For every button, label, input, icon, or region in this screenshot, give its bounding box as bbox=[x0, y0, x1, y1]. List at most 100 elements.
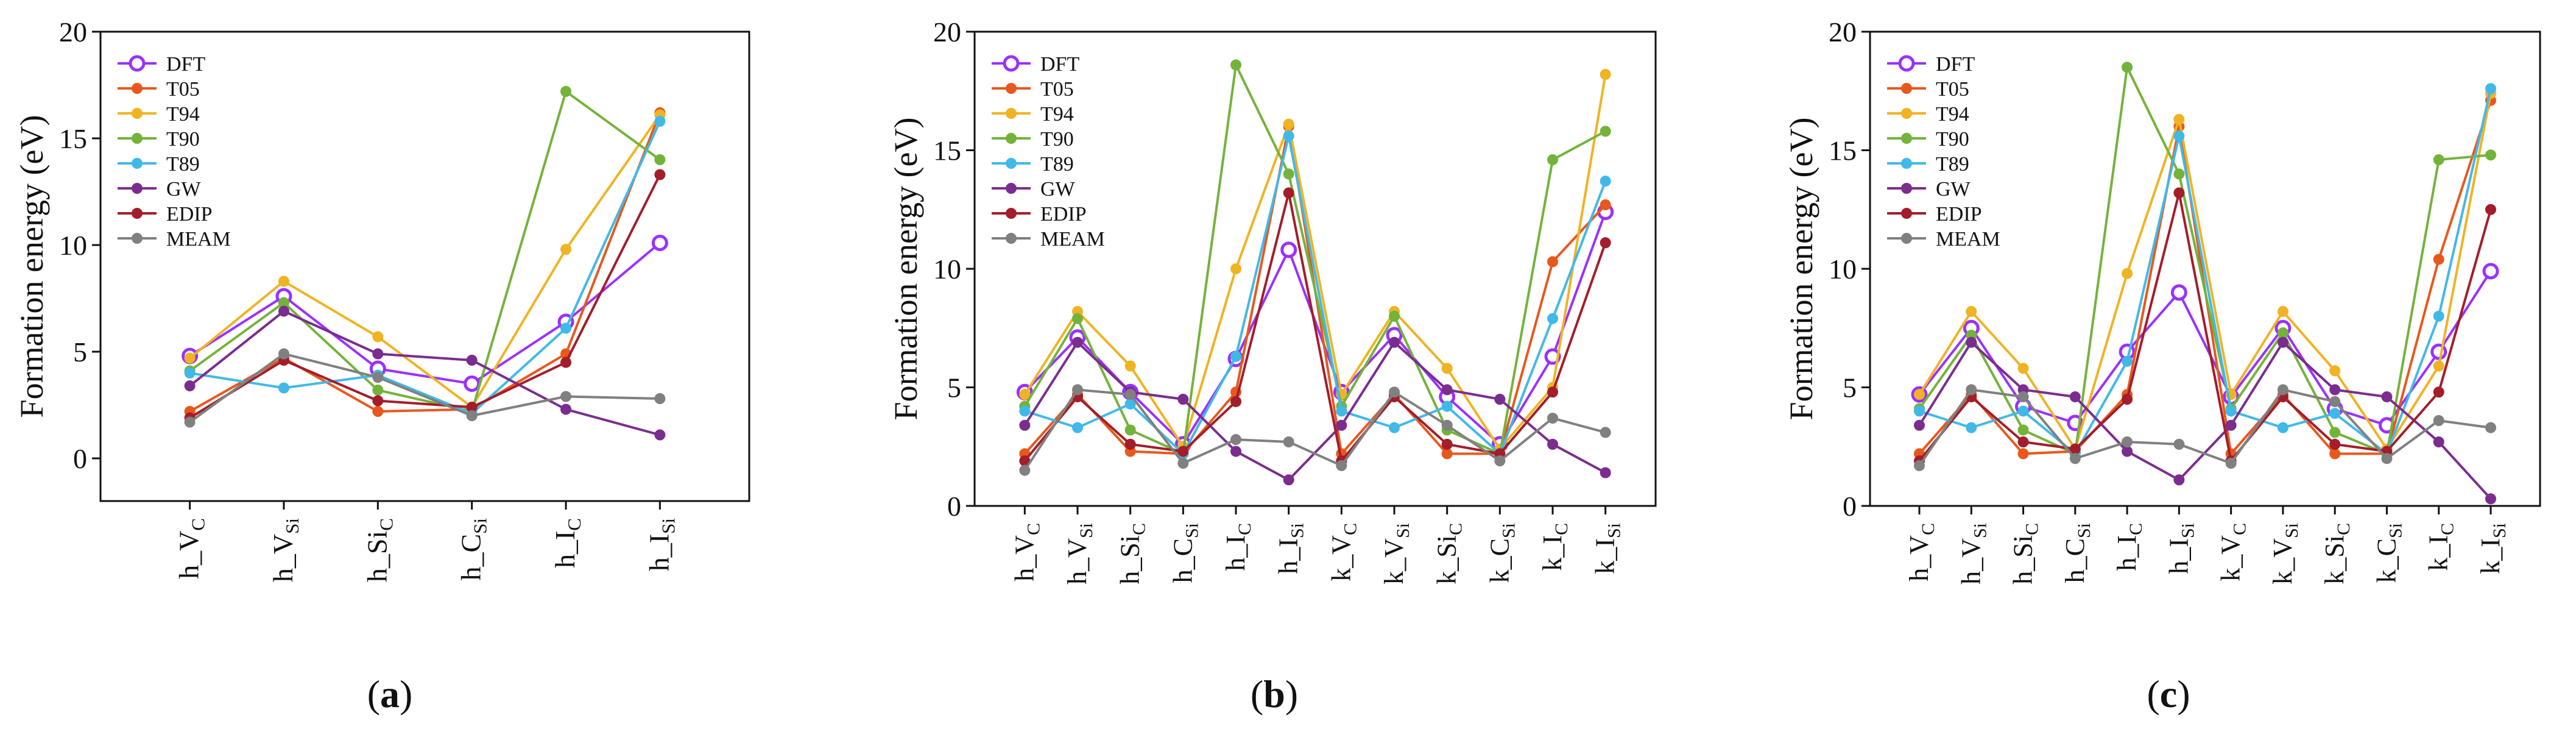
data-point-gw bbox=[1072, 336, 1083, 348]
x-tick-label: h_ISi bbox=[1274, 523, 1308, 574]
legend-marker-dft bbox=[1898, 55, 1915, 72]
data-point-meam bbox=[2433, 414, 2444, 426]
series-line-t94 bbox=[189, 114, 662, 409]
series-line-gw bbox=[189, 310, 660, 436]
data-point-dft bbox=[464, 375, 481, 392]
data-point-meam bbox=[1336, 460, 1347, 471]
data-point-meam bbox=[278, 348, 289, 360]
series-line-t94 bbox=[1023, 74, 1607, 451]
data-point-t89 bbox=[1600, 176, 1611, 187]
data-point-edip bbox=[1441, 438, 1453, 450]
data-point-edip bbox=[1600, 237, 1611, 249]
data-point-edip bbox=[1124, 438, 1136, 450]
chart-panel-1: 0 5 10 15 20 Formation energy (eV) h_VC h_VSi h_… bbox=[887, 16, 1657, 716]
data-point-meam bbox=[654, 393, 666, 404]
data-point-meam bbox=[2017, 391, 2029, 403]
data-point-dft bbox=[1280, 241, 1297, 258]
x-tick-label: h_VSi bbox=[1956, 523, 1990, 585]
data-point-gw bbox=[184, 380, 196, 391]
legend-label-gw: GW bbox=[166, 178, 202, 201]
y-tick-label: 15 bbox=[933, 135, 961, 166]
y-axis-label: Formation energy (eV) bbox=[1783, 118, 1819, 421]
data-point-gw bbox=[2122, 446, 2133, 457]
data-point-t94 bbox=[560, 244, 572, 255]
legend-label-t05: T05 bbox=[166, 78, 200, 101]
legend-marker-meam bbox=[1006, 233, 1017, 244]
y-tick-label: 0 bbox=[73, 443, 87, 474]
data-point-t90 bbox=[1547, 154, 1558, 166]
legend-marker-edip bbox=[1006, 208, 1017, 219]
legend-label-t89: T89 bbox=[1936, 153, 1969, 176]
data-point-t94 bbox=[184, 352, 196, 364]
y-axis-label: Formation energy (eV) bbox=[887, 118, 924, 421]
plot-frame bbox=[99, 30, 750, 502]
data-point-t90 bbox=[1124, 424, 1136, 436]
panel-label: (a) bbox=[367, 672, 413, 716]
data-point-meam bbox=[184, 416, 196, 428]
series-line-t05 bbox=[189, 112, 662, 413]
data-point-t89 bbox=[1072, 422, 1083, 433]
legend-label-gw: GW bbox=[1040, 178, 1076, 201]
legend-marker-edip bbox=[132, 208, 143, 219]
legend-marker-dft bbox=[1003, 55, 1020, 72]
x-tick-label: k_VC bbox=[1326, 523, 1360, 581]
data-point-dft bbox=[1544, 348, 1561, 365]
y-tick-label: 0 bbox=[1843, 491, 1857, 522]
y-tick-label: 5 bbox=[73, 336, 87, 368]
data-point-t94 bbox=[1914, 389, 1925, 400]
legend-marker-t05 bbox=[1006, 83, 1017, 94]
data-point-t05 bbox=[2433, 254, 2444, 265]
data-point-meam bbox=[1966, 384, 1977, 396]
data-point-t89 bbox=[2329, 408, 2341, 419]
data-point-meam bbox=[1283, 436, 1294, 447]
series-line-dft bbox=[189, 241, 661, 385]
data-point-t94 bbox=[372, 331, 384, 343]
x-tick-label: k_CSi bbox=[2371, 523, 2405, 583]
legend-label-meam: MEAM bbox=[1040, 228, 1105, 251]
data-point-t90 bbox=[2329, 427, 2341, 438]
data-point-gw bbox=[1966, 336, 1977, 348]
data-point-edip bbox=[560, 357, 572, 368]
legend-label-edip: EDIP bbox=[1936, 203, 1982, 226]
data-point-meam bbox=[2381, 453, 2393, 464]
data-point-dft bbox=[2170, 284, 2187, 301]
data-point-t89 bbox=[2277, 422, 2288, 433]
data-point-meam bbox=[1389, 386, 1400, 398]
x-tick-label: h_VC bbox=[1009, 523, 1043, 581]
data-point-t05 bbox=[2017, 448, 2029, 460]
x-tick-label: h_VSi bbox=[267, 518, 303, 582]
y-tick-label: 0 bbox=[947, 491, 961, 522]
legend-marker-edip bbox=[1901, 208, 1912, 219]
data-point-t89 bbox=[184, 368, 196, 379]
x-tick-label: h_CSi bbox=[1168, 523, 1202, 583]
series-line-edip bbox=[1023, 193, 1607, 464]
legend-label-t94: T94 bbox=[1040, 103, 1074, 126]
data-point-t89 bbox=[1230, 350, 1241, 362]
data-point-meam bbox=[560, 391, 572, 402]
data-point-meam bbox=[2277, 384, 2288, 396]
legend-marker-gw bbox=[1006, 183, 1017, 194]
legend-marker-meam bbox=[1901, 233, 1912, 244]
data-point-t90 bbox=[372, 385, 384, 396]
legend-label-edip: EDIP bbox=[166, 203, 213, 226]
legend-label-t05: T05 bbox=[1040, 78, 1074, 101]
data-point-t94 bbox=[2017, 363, 2029, 374]
x-tick-label: h_VC bbox=[174, 518, 209, 579]
data-point-t94 bbox=[1600, 69, 1611, 80]
data-point-t94 bbox=[1966, 306, 1977, 318]
data-point-t89 bbox=[560, 322, 572, 334]
x-tick-label: h_CSi bbox=[456, 518, 491, 581]
data-point-gw bbox=[372, 348, 384, 360]
data-point-t89 bbox=[2433, 310, 2444, 322]
series-line-edip bbox=[189, 174, 662, 419]
y-tick-label: 5 bbox=[1843, 372, 1857, 404]
data-point-meam bbox=[1230, 434, 1241, 446]
data-point-meam bbox=[1019, 464, 1031, 476]
legend-marker-t94 bbox=[1006, 108, 1017, 119]
data-point-meam bbox=[1072, 384, 1083, 396]
data-point-t90 bbox=[1389, 310, 1400, 322]
data-point-t89 bbox=[1441, 400, 1453, 412]
y-tick-label: 20 bbox=[59, 16, 87, 48]
data-point-t94 bbox=[1283, 118, 1294, 130]
data-point-edip bbox=[1177, 446, 1189, 457]
